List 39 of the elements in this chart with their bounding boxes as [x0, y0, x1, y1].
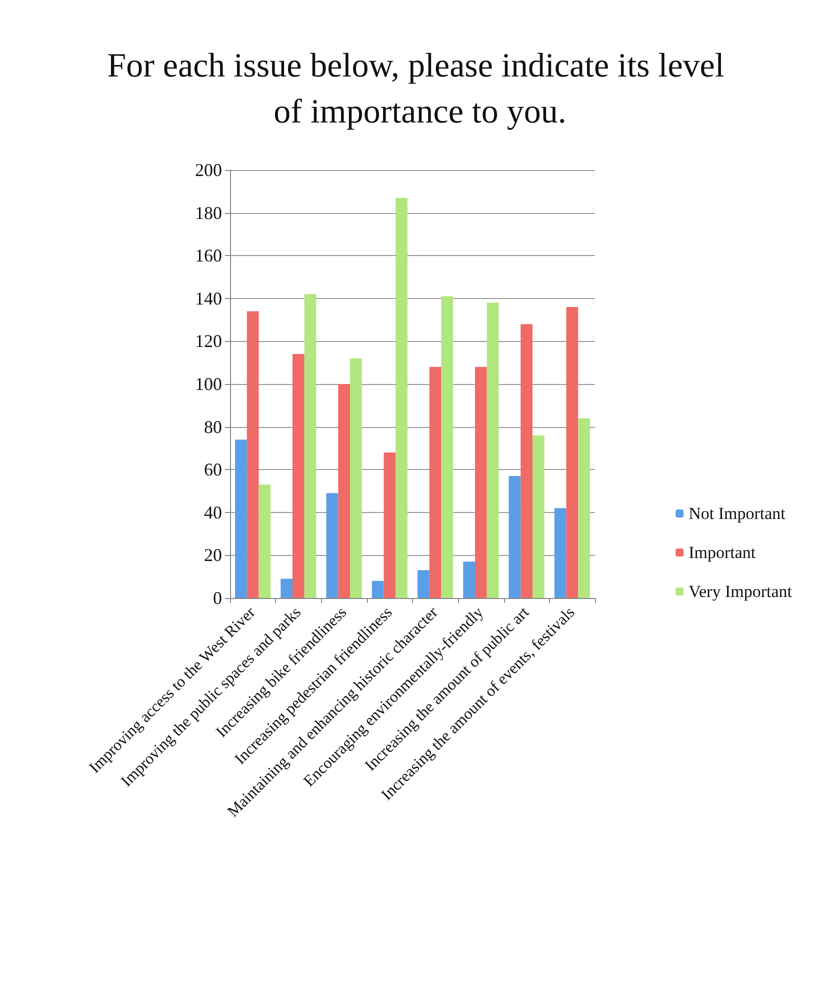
bar [280, 578, 293, 598]
legend-label: Important [688, 543, 756, 562]
bar [384, 452, 396, 598]
bar [418, 570, 430, 598]
bar [554, 508, 566, 598]
bar [566, 306, 578, 598]
bar [292, 354, 304, 598]
bar [441, 296, 454, 598]
bar [532, 435, 544, 598]
bar [338, 384, 350, 598]
legend-label: Not Important [688, 504, 786, 523]
bar [475, 366, 487, 598]
bar [372, 580, 384, 598]
y-tick-label: 80 [204, 416, 222, 437]
y-tick-label: 180 [195, 202, 222, 223]
bar [486, 302, 499, 598]
y-tick-label: 20 [204, 545, 222, 566]
bar [508, 476, 521, 598]
y-tick-label: 140 [195, 288, 222, 308]
bar [304, 294, 316, 598]
y-tick-label: 120 [195, 331, 222, 352]
y-tick-label: 160 [195, 246, 222, 266]
bar [463, 562, 476, 598]
y-tick-label: 200 [195, 160, 222, 180]
bar [246, 311, 259, 598]
y-tick-label: 40 [204, 502, 222, 522]
chart-title: For each issue below, please indicate its level of importance to you. [107, 48, 733, 130]
y-tick-label: 0 [213, 588, 222, 608]
y-tick-label: 100 [195, 374, 222, 394]
legend-label: Very Important [688, 582, 792, 601]
bar [235, 440, 247, 598]
bar [350, 358, 362, 598]
bar [429, 366, 442, 598]
bar [396, 198, 408, 598]
bar [578, 418, 590, 598]
bar [258, 484, 271, 598]
bar [520, 324, 532, 598]
y-tick-label: 60 [204, 460, 222, 480]
bar [326, 493, 338, 598]
